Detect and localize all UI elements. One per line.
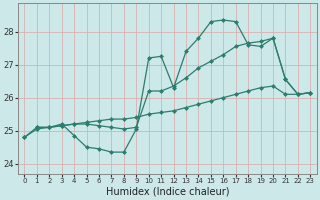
X-axis label: Humidex (Indice chaleur): Humidex (Indice chaleur) — [106, 187, 229, 197]
